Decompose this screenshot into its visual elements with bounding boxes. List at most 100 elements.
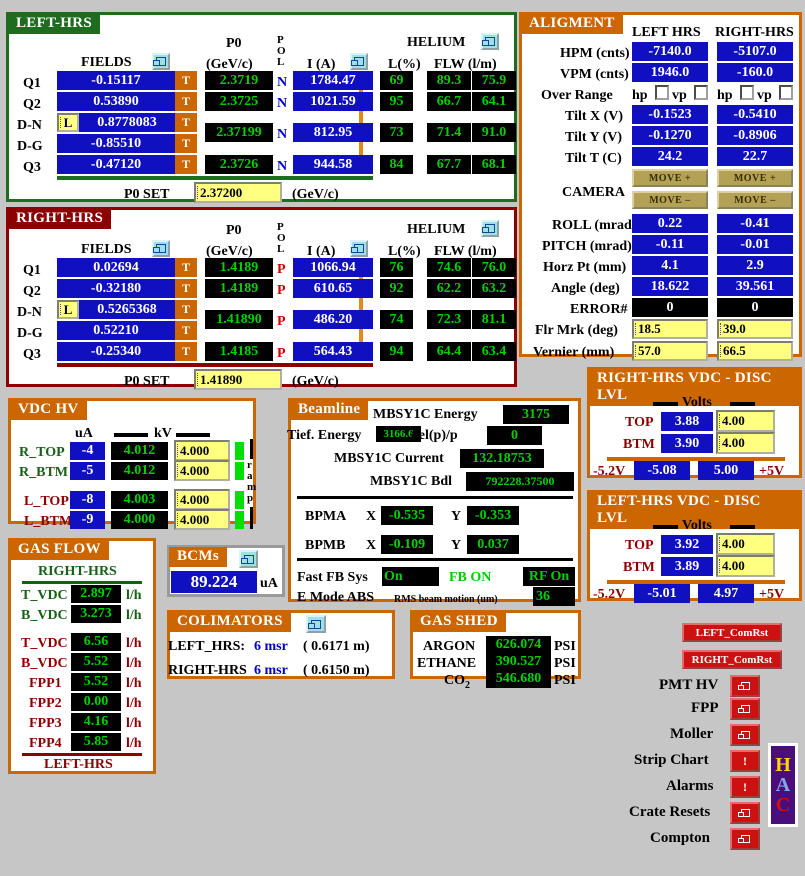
flr-mrk-right-input[interactable]: 39.0 <box>717 319 793 339</box>
vernier-left-input[interactable]: 57.0 <box>632 341 708 361</box>
left-helium-level: 95 <box>380 92 413 111</box>
right-vdc-read-value: 3.88 <box>661 412 713 431</box>
alignment-row2-label: ROLL (mrad) <box>552 218 637 233</box>
right-current-value: 564.43 <box>293 342 373 361</box>
fpp-open-icon[interactable] <box>730 698 760 720</box>
left-pol-value: N <box>277 96 288 111</box>
sidebar-controls: LEFT_ComRst RIGHT_ComRst PMT HV FPP Moll… <box>600 595 805 875</box>
colimators-open-icon[interactable] <box>306 615 326 633</box>
right-field-unit: T <box>175 279 197 298</box>
vdc-hv-setpoint-input[interactable]: 4.000 <box>174 460 230 481</box>
left-vdc-setpoint-input[interactable]: 4.00 <box>716 533 775 555</box>
vdc-hv-setpoint-input[interactable]: 4.000 <box>174 489 230 510</box>
gas-flow-row-value: 4.16 <box>71 713 121 731</box>
crate-resets-open-icon[interactable] <box>730 802 760 824</box>
right-current-open-icon[interactable] <box>350 240 368 257</box>
bpmb-x-label: X <box>366 538 377 553</box>
bpma-label: BPMA <box>305 509 347 524</box>
alignment-right-value: 2.9 <box>717 256 793 275</box>
left-field-unit: T <box>175 134 197 153</box>
overrange-left-hp-checkbox[interactable] <box>655 85 669 100</box>
right-comrst-button[interactable]: RIGHT_ComRst <box>682 650 782 669</box>
right-fields-open-icon[interactable] <box>152 240 170 257</box>
colimator-row-msr: 6 msr <box>254 639 288 654</box>
flr-mrk-left-input[interactable]: 18.5 <box>632 319 708 339</box>
camera-label: CAMERA <box>562 185 625 200</box>
alignment-col-right-header: RIGHT-HRS <box>715 25 794 40</box>
bcms-unit: uA <box>260 576 278 591</box>
vdc-hv-setpoint-input[interactable]: 4.000 <box>174 440 230 461</box>
camera-left-move-minus-button[interactable]: MOVE – <box>632 191 708 209</box>
pmt-hv-open-icon[interactable] <box>730 675 760 697</box>
hac-logo[interactable]: H A C <box>768 743 798 827</box>
right-helium-flow1: 74.6 <box>427 258 471 277</box>
right-vdc-neg-label: -5.2V <box>593 464 626 479</box>
right-i-header: I (A) <box>307 244 336 259</box>
camera-right-move-minus-button[interactable]: MOVE – <box>717 191 793 209</box>
delta-p-over-p-value: 0 <box>487 426 542 445</box>
vernier-right-input[interactable]: 66.5 <box>717 341 793 361</box>
vdc-hv-ramp-indicator <box>235 442 244 460</box>
sidebar-item-label: Compton <box>650 830 711 846</box>
left-current-value: 1021.59 <box>293 92 373 111</box>
alignment-right-value: -160.0 <box>717 63 793 82</box>
hac-letter-h: H <box>775 754 791 776</box>
camera-right-move-plus-button[interactable]: MOVE + <box>717 169 793 187</box>
right-lpct-header: L(%) <box>388 244 421 259</box>
alignment-right-value: -0.5410 <box>717 105 793 124</box>
right-row-label: Q3 <box>23 347 41 362</box>
overrange-right-vp-checkbox[interactable] <box>779 85 793 100</box>
gas-shed-row-unit: PSI <box>554 656 576 671</box>
camera-left-move-plus-button[interactable]: MOVE + <box>632 169 708 187</box>
right-vdc-pos-label: +5V <box>759 464 785 479</box>
right-field-value: 0.02694 <box>57 258 175 277</box>
right-vdc-divider <box>607 457 785 461</box>
right-p0set-label: P0 SET <box>124 374 170 389</box>
compton-open-icon[interactable] <box>730 828 760 850</box>
vdc-hv-setpoint-input[interactable]: 4.000 <box>174 509 230 530</box>
vdc-hv-ramp-indicator <box>235 491 244 509</box>
right-field-unit: T <box>175 321 197 340</box>
left-helium-flow1: 66.7 <box>427 92 471 111</box>
right-pol-value: P <box>277 346 286 361</box>
moller-open-icon[interactable] <box>730 724 760 746</box>
gas-shed-row-value: 390.527 <box>486 653 551 671</box>
left-helium-open-icon[interactable] <box>481 33 499 50</box>
colimators-panel: COLIMATORS LEFT_HRS: 6 msr ( 0.6171 m) R… <box>167 610 395 679</box>
left-bottom-divider <box>57 176 373 180</box>
right-flw-header: FLW (l/m) <box>434 244 497 259</box>
mbsy1c-current-label: MBSY1C Current <box>334 451 444 466</box>
alarms-alert-icon[interactable]: ! <box>730 776 760 798</box>
right-helium-level: 92 <box>380 279 413 298</box>
right-helium-open-icon[interactable] <box>481 220 499 237</box>
alignment-left-value: 0.22 <box>632 214 708 233</box>
gas-flow-row-value: 6.56 <box>71 633 121 651</box>
left-fields-open-icon[interactable] <box>152 53 170 70</box>
left-helium-flow2: 91.0 <box>472 123 516 142</box>
strip-chart-alert-icon[interactable]: ! <box>730 750 760 772</box>
right-p0-header: P0 <box>226 223 242 238</box>
left-p0set-input[interactable]: 2.37200 <box>194 182 282 203</box>
right-vdc-setpoint-input[interactable]: 4.00 <box>716 410 775 432</box>
right-p0set-input[interactable]: 1.41890 <box>194 369 282 390</box>
right-vdc-setpoint-input[interactable]: 4.00 <box>716 432 775 454</box>
left-row-label: D-G <box>17 139 43 154</box>
mbsy1c-bdl-label: MBSY1C Bdl <box>370 474 453 489</box>
gas-shed-row-unit: PSI <box>554 639 576 654</box>
bpmb-label: BPMB <box>305 538 346 553</box>
left-comrst-button[interactable]: LEFT_ComRst <box>682 623 782 642</box>
left-vdc-setpoint-input[interactable]: 4.00 <box>716 555 775 577</box>
hac-letter-a: A <box>775 774 791 796</box>
alignment-left-value: -0.11 <box>632 235 708 254</box>
left-current-open-icon[interactable] <box>350 53 368 70</box>
overrange-right-hp-checkbox[interactable] <box>740 85 754 100</box>
beamline-divider-2 <box>297 558 573 561</box>
overrange-left-vp-checkbox[interactable] <box>694 85 708 100</box>
alignment-row-label: VPM (cnts) <box>560 67 629 82</box>
vdc-hv-kv-header: kV <box>154 426 172 441</box>
left-row-label: Q1 <box>23 76 41 91</box>
vdc-hv-panel: VDC HV uA kV R_TOP -4 4.012 4.000 R_BTM … <box>8 398 257 530</box>
gas-flow-row-label: FPP2 <box>29 696 62 711</box>
bcms-open-icon[interactable] <box>239 550 258 568</box>
